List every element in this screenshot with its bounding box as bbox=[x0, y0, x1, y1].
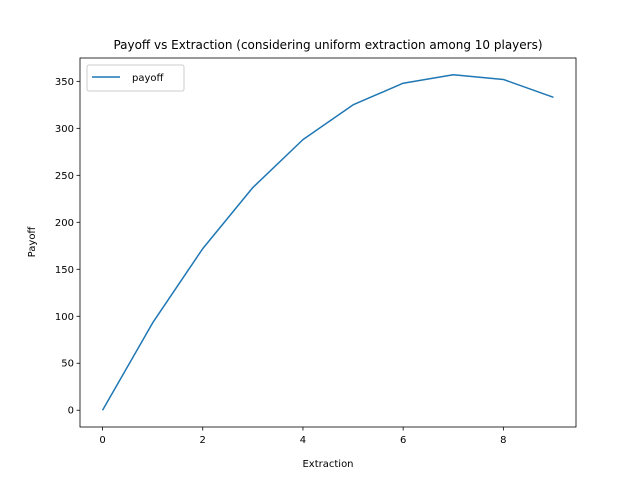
x-tick-label: 0 bbox=[99, 435, 105, 446]
x-tick-label: 2 bbox=[200, 435, 206, 446]
y-tick-label: 50 bbox=[61, 359, 74, 370]
y-axis-label: Payoff bbox=[27, 226, 38, 258]
x-axis-label: Extraction bbox=[302, 459, 353, 470]
y-tick-label: 350 bbox=[55, 77, 74, 88]
legend-box bbox=[86, 64, 185, 92]
x-tick-label: 6 bbox=[400, 435, 406, 446]
axes-frame bbox=[79, 57, 577, 428]
y-tick-label: 250 bbox=[55, 171, 74, 182]
y-tick-label: 300 bbox=[55, 124, 74, 135]
y-tick-label: 0 bbox=[68, 406, 74, 417]
chart-title: Payoff vs Extraction (considering unifor… bbox=[113, 38, 542, 52]
legend-label-payoff: payoff bbox=[132, 73, 165, 84]
x-tick-label: 8 bbox=[500, 435, 506, 446]
plot-area: 0 2 4 6 8 0 50 100 150 200 250 300 350 bbox=[55, 57, 577, 446]
y-tick-label: 100 bbox=[55, 312, 74, 323]
series-line-payoff bbox=[101, 74, 554, 411]
x-tick-label: 4 bbox=[300, 435, 306, 446]
y-tick-label: 150 bbox=[55, 265, 74, 276]
legend: payoff bbox=[86, 64, 185, 92]
y-tick-label: 200 bbox=[55, 218, 74, 229]
